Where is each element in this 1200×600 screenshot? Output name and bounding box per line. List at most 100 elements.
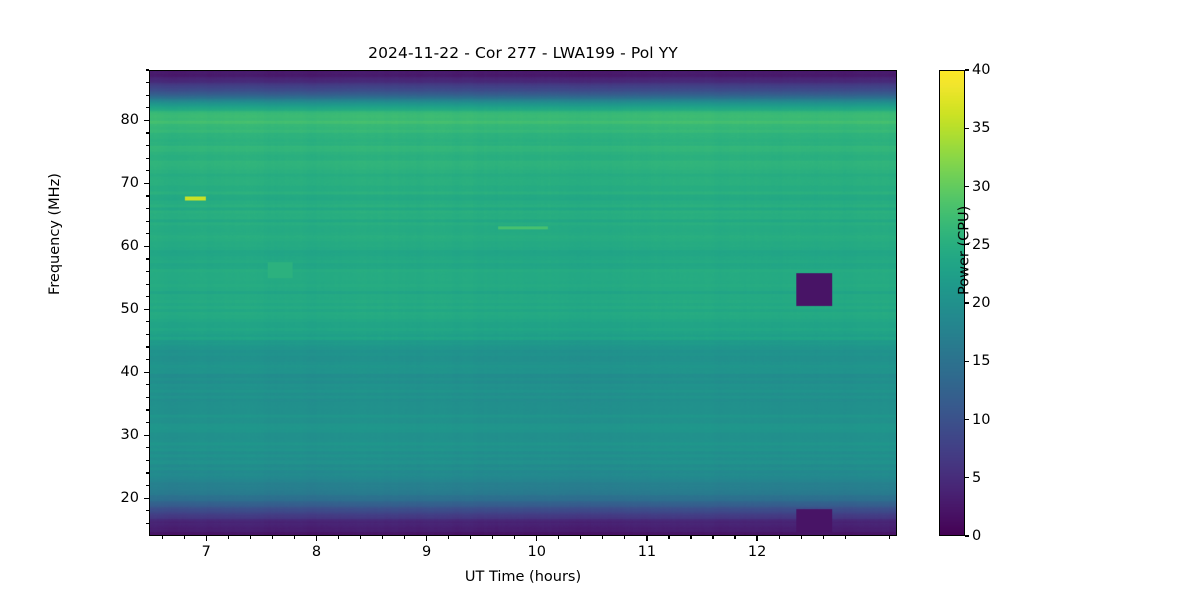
x-minor-tick — [822, 536, 824, 539]
x-minor-tick — [778, 536, 780, 539]
x-minor-tick — [602, 536, 604, 539]
colorbar-tick-label: 25 — [972, 236, 991, 253]
y-minor-tick — [146, 94, 149, 96]
y-tick-label: 20 — [120, 490, 139, 507]
x-minor-tick — [337, 536, 340, 539]
x-tick-mark — [756, 536, 758, 541]
y-tick-label: 40 — [120, 364, 139, 381]
colorbar-tick-mark — [965, 477, 969, 479]
y-minor-tick — [146, 296, 149, 298]
y-minor-tick — [146, 384, 149, 386]
colorbar-label: Power (CPU) — [956, 205, 973, 295]
x-tick-label: 11 — [637, 544, 657, 560]
x-minor-tick — [624, 536, 626, 539]
chart-title: 2024-11-22 - Cor 277 - LWA199 - Pol YY — [368, 44, 678, 62]
x-minor-tick — [690, 536, 692, 539]
x-minor-tick — [293, 536, 295, 539]
x-minor-tick — [448, 536, 450, 539]
x-tick-label: 8 — [311, 544, 322, 560]
y-minor-tick — [146, 472, 149, 474]
y-minor-tick — [146, 258, 149, 260]
colorbar-tick-label: 40 — [972, 62, 991, 78]
y-minor-tick — [146, 283, 149, 285]
y-minor-tick — [146, 396, 149, 399]
colorbar-tick-mark — [965, 360, 969, 362]
y-minor-tick — [146, 81, 149, 84]
colorbar-tick-mark — [965, 302, 969, 304]
y-minor-tick — [146, 270, 149, 273]
x-minor-tick — [271, 536, 273, 539]
x-minor-tick — [514, 536, 516, 539]
y-minor-tick — [146, 333, 149, 336]
x-minor-tick — [249, 536, 251, 539]
y-minor-tick — [146, 359, 149, 361]
x-minor-tick — [381, 536, 384, 539]
y-minor-tick — [146, 447, 149, 449]
x-tick-mark — [315, 536, 318, 541]
y-minor-tick — [146, 170, 149, 172]
y-minor-tick — [146, 485, 149, 487]
y-minor-tick — [146, 321, 149, 323]
x-tick-mark — [205, 536, 207, 541]
colorbar-tick-label: 20 — [972, 295, 991, 311]
y-tick-mark — [144, 497, 149, 499]
y-minor-tick — [146, 107, 149, 109]
colorbar-tick-mark — [965, 244, 969, 246]
x-tick-mark — [426, 536, 428, 541]
x-tick-label: 10 — [527, 544, 546, 560]
y-minor-tick — [146, 195, 149, 197]
x-axis-label: UT Time (hours) — [464, 569, 582, 585]
y-minor-tick — [146, 144, 149, 147]
x-tick-mark — [646, 536, 648, 541]
spectrogram-image — [150, 71, 896, 535]
colorbar-tick-mark — [965, 185, 969, 188]
x-minor-tick — [712, 536, 714, 539]
colorbar-tick-label: 0 — [972, 528, 982, 544]
colorbar-gradient — [940, 71, 964, 535]
x-minor-tick — [492, 536, 494, 539]
x-minor-tick — [668, 536, 670, 539]
y-minor-tick — [146, 132, 149, 134]
y-axis-label: Frequency (MHz) — [47, 173, 64, 295]
y-minor-tick — [146, 157, 149, 159]
y-minor-tick — [146, 409, 149, 411]
x-minor-tick — [800, 536, 802, 539]
y-minor-tick — [146, 510, 149, 512]
y-minor-tick — [146, 522, 149, 524]
x-minor-tick — [227, 536, 229, 539]
y-tick-label: 30 — [120, 427, 139, 444]
x-tick-label: 12 — [747, 544, 767, 560]
x-tick-mark — [536, 536, 538, 541]
x-minor-tick — [359, 536, 362, 539]
y-minor-tick — [146, 69, 149, 71]
x-minor-tick — [558, 536, 560, 539]
y-tick-mark — [144, 182, 149, 184]
colorbar-tick-label: 35 — [972, 120, 991, 137]
x-minor-tick — [470, 536, 472, 539]
colorbar-tick-label: 30 — [972, 178, 991, 195]
colorbar-tick-label: 10 — [972, 411, 991, 428]
x-tick-label: 7 — [201, 544, 211, 560]
y-tick-mark — [144, 371, 149, 373]
colorbar-tick-mark — [965, 418, 969, 421]
x-minor-tick — [161, 536, 163, 539]
y-minor-tick — [146, 220, 149, 222]
y-minor-tick — [146, 459, 149, 462]
y-tick-mark — [144, 245, 149, 247]
y-minor-tick — [146, 422, 149, 424]
y-tick-mark — [144, 434, 149, 436]
x-minor-tick — [183, 536, 185, 539]
y-tick-label: 60 — [120, 238, 139, 255]
y-tick-mark — [144, 308, 149, 310]
colorbar-tick-mark — [965, 127, 969, 129]
y-minor-tick — [146, 207, 149, 210]
y-tick-label: 70 — [120, 175, 139, 192]
colorbar-tick-label: 15 — [972, 353, 991, 370]
y-tick-mark — [144, 119, 149, 121]
y-minor-tick — [146, 346, 149, 348]
x-tick-label: 9 — [421, 544, 432, 560]
colorbar-tick-label: 5 — [972, 469, 982, 486]
spectrogram-axes[interactable] — [149, 70, 897, 536]
colorbar-tick-mark — [965, 69, 969, 71]
